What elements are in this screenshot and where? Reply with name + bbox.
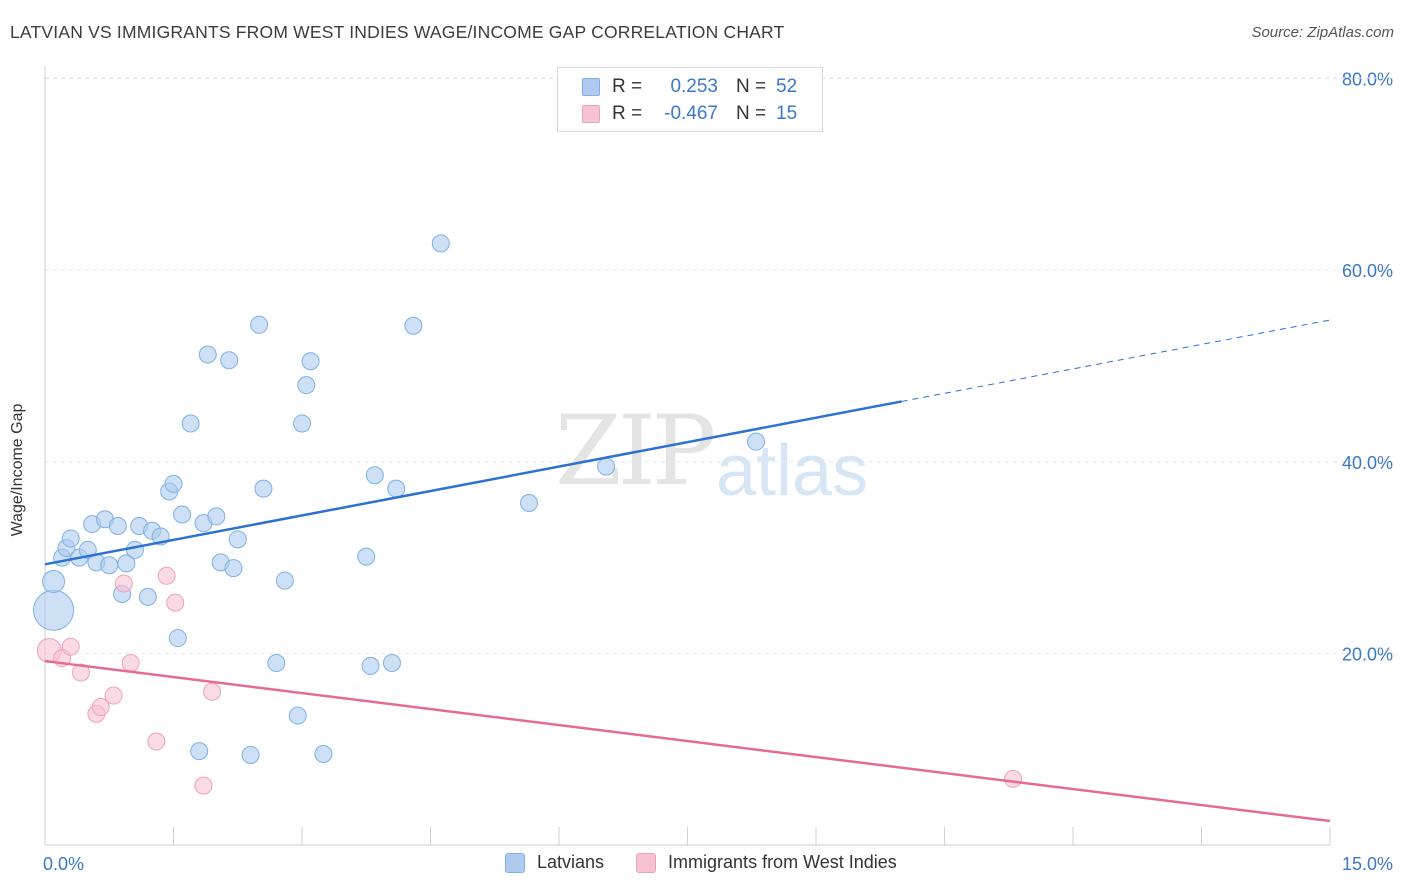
n-label: N = — [736, 103, 767, 124]
latvians-point — [747, 432, 766, 451]
latvians-trend-line — [44, 400, 902, 566]
legend-swatch-west-indies — [582, 105, 600, 123]
legend-row-west-indies: R = -0.467 N = 15 — [582, 103, 797, 125]
legend-row-latvians: R = 0.253 N = 52 — [582, 76, 797, 98]
legend-label-latvians: Latvians — [537, 852, 605, 872]
n-value: 15 — [776, 103, 798, 124]
latvians-point — [267, 653, 286, 672]
west-indies-point — [121, 653, 140, 672]
latvians-point — [288, 706, 307, 725]
latvians-point — [100, 556, 119, 575]
latvians-point — [301, 352, 320, 371]
x-tick-label: 0.0% — [43, 854, 84, 874]
west-indies-point — [114, 574, 133, 593]
r-label: R = — [612, 76, 643, 97]
latvians-point — [117, 554, 136, 573]
latvians-point — [138, 587, 157, 606]
latvians-point — [164, 474, 183, 493]
r-label: R = — [612, 103, 643, 124]
west-indies-point — [147, 732, 166, 751]
latvians-point — [431, 234, 450, 253]
latvians-point — [314, 744, 333, 763]
latvians-point — [198, 345, 217, 364]
source-label: Source: ZipAtlas.com — [1251, 24, 1394, 41]
west-indies-trend-line — [44, 659, 1331, 823]
latvians-point — [597, 457, 616, 476]
latvians-point — [250, 315, 269, 334]
latvians-point — [33, 589, 75, 631]
y-tick-label: 20.0% — [1342, 644, 1393, 664]
west-indies-point — [71, 663, 90, 682]
latvians-point — [382, 653, 401, 672]
y-axis-label: Wage/Income Gap — [9, 403, 26, 537]
latvians-point — [357, 547, 376, 566]
latvians-point — [125, 540, 144, 559]
n-label: N = — [736, 76, 767, 97]
latvians-point — [108, 516, 127, 535]
latvians-point — [181, 414, 200, 433]
legend-item-latvians: Latvians — [505, 852, 604, 873]
legend-item-west-indies: Immigrants from West Indies — [636, 852, 897, 873]
latvians-point — [42, 570, 66, 594]
latvians-point — [520, 493, 539, 512]
latvians-point — [173, 505, 192, 524]
legend-label-west-indies: Immigrants from West Indies — [668, 852, 897, 872]
west-indies-point — [104, 686, 123, 705]
latvians-point — [275, 571, 294, 590]
latvians-point — [224, 559, 243, 578]
latvians-point — [61, 529, 80, 548]
legend-swatch-latvians — [582, 78, 600, 96]
latvians-point — [241, 745, 260, 764]
latvians-point — [220, 351, 239, 370]
latvians-point — [361, 656, 380, 675]
latvians-point — [293, 414, 311, 433]
west-indies-point — [166, 593, 185, 612]
latvians-point — [228, 530, 247, 549]
series-legend: Latvians Immigrants from West Indies — [505, 852, 929, 873]
west-indies-point — [203, 682, 222, 701]
y-tick-label: 40.0% — [1342, 453, 1393, 473]
latvians-point — [365, 466, 384, 485]
legend-swatch-west-indies — [636, 852, 657, 873]
n-value: 52 — [776, 76, 798, 97]
r-value: 0.253 — [670, 76, 718, 97]
legend-swatch-latvians — [505, 852, 525, 873]
latvians-point — [168, 629, 187, 648]
latvians-point — [297, 376, 316, 395]
y-tick-label: 60.0% — [1342, 261, 1393, 281]
latvians-point — [207, 507, 226, 526]
west-indies-point — [91, 698, 110, 717]
latvians-point — [404, 316, 423, 335]
west-indies-point — [157, 566, 176, 585]
r-value: -0.467 — [664, 103, 718, 124]
west-indies-point — [1004, 769, 1023, 788]
x-tick-label: 15.0% — [1342, 854, 1393, 874]
watermark-atlas: atlas — [716, 431, 869, 511]
correlation-legend: R = 0.253 N = 52 R = -0.467 N = 15 — [557, 67, 823, 132]
west-indies-point — [61, 637, 80, 656]
latvians-point — [254, 479, 273, 498]
latvians-trend-extension — [901, 319, 1331, 402]
chart-title: LATVIAN VS IMMIGRANTS FROM WEST INDIES W… — [10, 22, 785, 42]
y-tick-label: 80.0% — [1342, 70, 1393, 90]
latvians-point — [387, 479, 406, 498]
latvians-point — [190, 742, 209, 761]
west-indies-point — [194, 776, 213, 795]
